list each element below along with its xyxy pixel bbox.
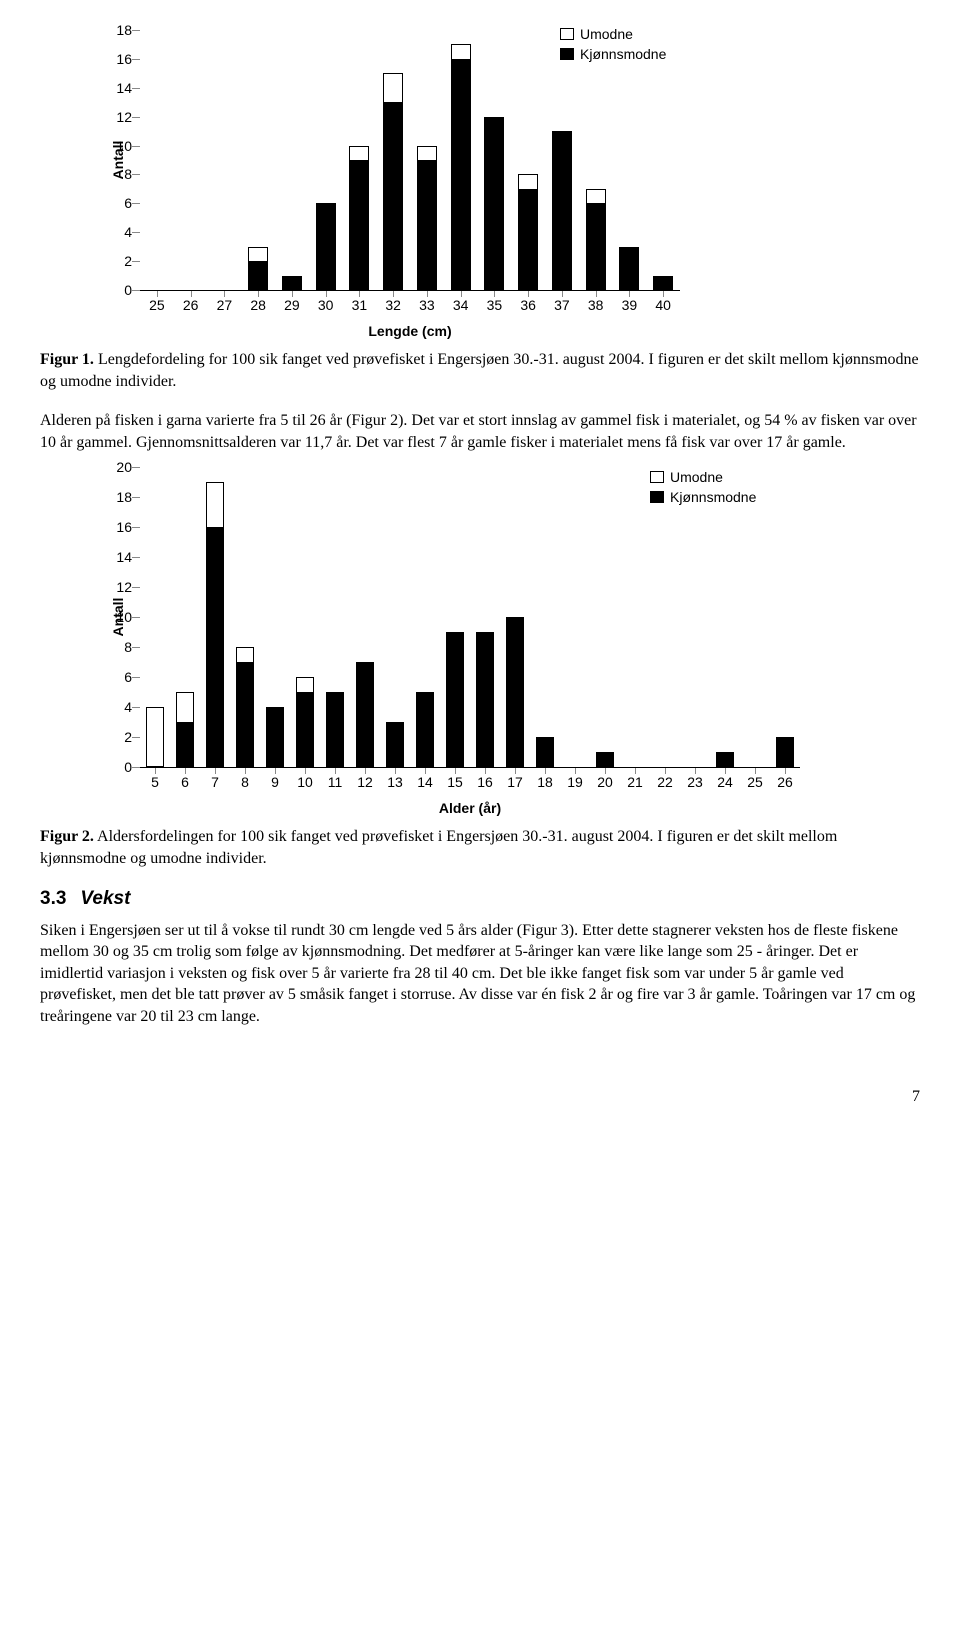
chart-legend: Umodne Kjønnsmodne (560, 26, 666, 66)
x-tick-label: 36 (520, 297, 536, 313)
x-tick-label: 10 (297, 774, 313, 790)
figure-1: Antall Umodne Kjønnsmodne 02468101214161… (100, 30, 920, 339)
y-tick-label: 10 (106, 609, 132, 625)
page-number: 7 (40, 1088, 920, 1106)
x-tick-label: 35 (487, 297, 503, 313)
chart-plot-area: Antall Umodne Kjønnsmodne 02468101214161… (140, 30, 680, 291)
x-tick-label: 7 (211, 774, 219, 790)
y-tick-label: 20 (106, 459, 132, 475)
y-tick-label: 8 (106, 166, 132, 182)
x-axis: 25 26 27 28 29 30 31 32 33 34 35 36 37 38 39 40 (140, 291, 680, 319)
x-tick-label: 33 (419, 297, 435, 313)
x-tick-label: 25 (149, 297, 165, 313)
y-tick-label: 18 (106, 22, 132, 38)
y-tick-label: 18 (106, 489, 132, 505)
x-tick-label: 11 (328, 774, 343, 790)
x-tick-label: 5 (151, 774, 159, 790)
y-tick-label: 2 (106, 253, 132, 269)
x-tick-label: 22 (657, 774, 673, 790)
x-tick-label: 39 (622, 297, 638, 313)
y-tick-label: 16 (106, 519, 132, 535)
y-tick-label: 10 (106, 138, 132, 154)
x-tick-label: 16 (477, 774, 493, 790)
y-tick-label: 14 (106, 80, 132, 96)
figure-1-caption: Figur 1. Lengdefordeling for 100 sik fan… (40, 349, 920, 392)
x-axis-label: Alder (år) (140, 800, 800, 816)
x-tick-label: 25 (747, 774, 763, 790)
y-tick-label: 0 (106, 282, 132, 298)
paragraph-vekst: Siken i Engersjøen ser ut til å vokse ti… (40, 920, 920, 1028)
y-tick-label: 8 (106, 639, 132, 655)
figure-2-caption: Figur 2. Aldersfordelingen for 100 sik f… (40, 826, 920, 869)
y-tick-label: 12 (106, 109, 132, 125)
x-tick-label: 15 (447, 774, 463, 790)
x-tick-label: 14 (417, 774, 433, 790)
x-tick-label: 31 (352, 297, 368, 313)
y-tick-label: 0 (106, 759, 132, 775)
x-tick-label: 32 (385, 297, 401, 313)
legend-item-umodne: Umodne (670, 469, 723, 485)
x-tick-label: 26 (183, 297, 199, 313)
figure-2: Antall Umodne Kjønnsmodne 02468101214161… (100, 467, 920, 816)
y-tick-label: 4 (106, 699, 132, 715)
x-tick-label: 8 (241, 774, 249, 790)
x-axis-label: Lengde (cm) (140, 323, 680, 339)
x-tick-label: 29 (284, 297, 300, 313)
x-tick-label: 17 (507, 774, 523, 790)
x-tick-label: 13 (387, 774, 403, 790)
x-tick-label: 37 (554, 297, 570, 313)
x-tick-label: 24 (717, 774, 733, 790)
chart-plot-area: Antall Umodne Kjønnsmodne 02468101214161… (140, 467, 800, 768)
x-tick-label: 9 (271, 774, 279, 790)
chart-legend: Umodne Kjønnsmodne (650, 469, 756, 509)
y-tick-label: 2 (106, 729, 132, 745)
x-tick-label: 21 (627, 774, 643, 790)
x-tick-label: 38 (588, 297, 604, 313)
legend-item-kjonnsmodne: Kjønnsmodne (580, 46, 666, 62)
x-tick-label: 6 (181, 774, 189, 790)
x-tick-label: 18 (537, 774, 553, 790)
x-tick-label: 30 (318, 297, 334, 313)
x-tick-label: 34 (453, 297, 469, 313)
section-heading-vekst: 3.3Vekst (40, 888, 920, 910)
x-tick-label: 26 (777, 774, 793, 790)
legend-item-umodne: Umodne (580, 26, 633, 42)
y-tick-label: 12 (106, 579, 132, 595)
y-tick-label: 16 (106, 51, 132, 67)
x-tick-label: 12 (357, 774, 373, 790)
x-tick-label: 28 (250, 297, 266, 313)
x-tick-label: 40 (655, 297, 671, 313)
x-tick-label: 23 (687, 774, 703, 790)
x-axis: 5 6 7 8 9 10 11 12 13 14 15 16 17 18 19 20 21 22 23 24 25 26 (140, 768, 800, 796)
y-tick-label: 4 (106, 224, 132, 240)
y-tick-label: 14 (106, 549, 132, 565)
x-tick-label: 19 (567, 774, 583, 790)
legend-item-kjonnsmodne: Kjønnsmodne (670, 489, 756, 505)
y-tick-label: 6 (106, 195, 132, 211)
x-tick-label: 27 (217, 297, 233, 313)
x-tick-label: 20 (597, 774, 613, 790)
y-tick-label: 6 (106, 669, 132, 685)
paragraph-age-distribution: Alderen på fisken i garna varierte fra 5… (40, 410, 920, 453)
